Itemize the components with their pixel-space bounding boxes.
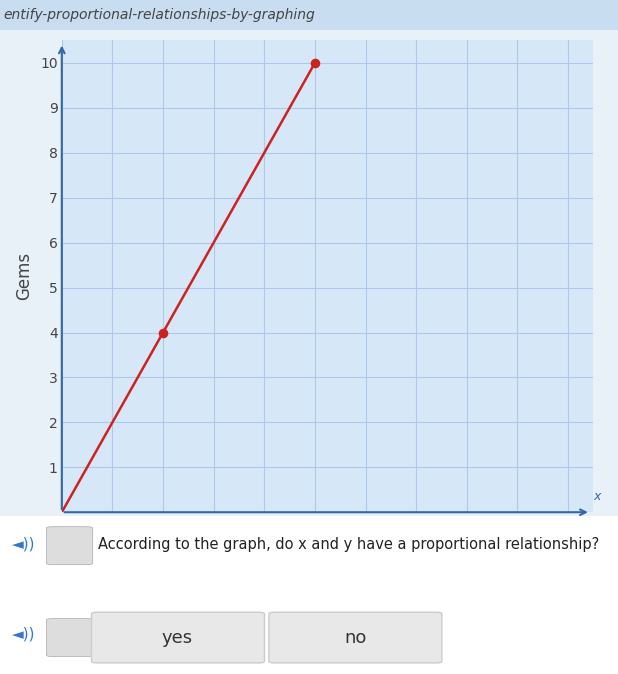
FancyBboxPatch shape bbox=[46, 526, 93, 565]
X-axis label: Mines: Mines bbox=[303, 537, 352, 555]
FancyBboxPatch shape bbox=[91, 612, 265, 663]
FancyBboxPatch shape bbox=[269, 612, 442, 663]
Text: yes: yes bbox=[162, 629, 193, 646]
Text: ◄)): ◄)) bbox=[12, 627, 36, 642]
Y-axis label: Gems: Gems bbox=[15, 252, 33, 301]
Text: entify-proportional-relationships-by-graphing: entify-proportional-relationships-by-gra… bbox=[3, 8, 315, 22]
Text: no: no bbox=[344, 629, 366, 646]
Point bbox=[310, 57, 320, 68]
Text: According to the graph, do x and y have a proportional relationship?: According to the graph, do x and y have … bbox=[98, 537, 599, 551]
Point bbox=[158, 327, 168, 338]
Text: 0: 0 bbox=[38, 526, 46, 540]
Text: ◄)): ◄)) bbox=[12, 537, 36, 551]
Text: x: x bbox=[593, 490, 601, 503]
FancyBboxPatch shape bbox=[46, 619, 93, 656]
